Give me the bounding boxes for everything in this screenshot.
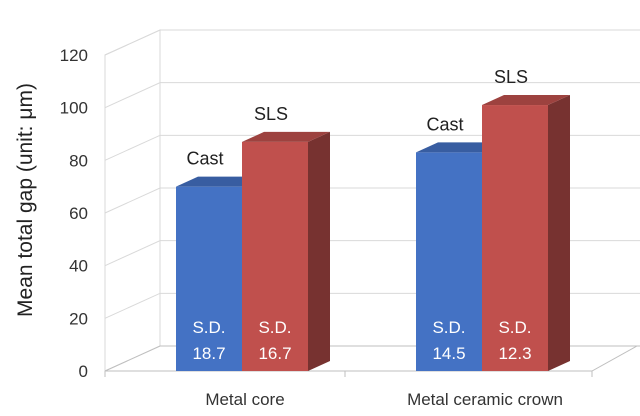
bar-front [416, 152, 482, 371]
y-tick-label: 80 [69, 151, 88, 170]
sd-label: 18.7 [192, 344, 225, 363]
y-axis-label: Mean total gap (unit: μm) [14, 83, 37, 317]
y-tick-label: 40 [69, 257, 88, 276]
y-axis-ticks: 0 20 40 60 80 100 120 [60, 46, 88, 381]
bar-front [482, 105, 548, 372]
x-category-label: Metal core [205, 390, 284, 409]
gridline [104, 134, 640, 161]
series-label: Cast [186, 149, 223, 169]
bars [176, 95, 570, 372]
y-tick-label: 0 [79, 362, 88, 381]
bar-top [482, 95, 570, 106]
series-label: SLS [494, 67, 528, 87]
bar-side [548, 95, 570, 372]
bar-labels: Cast S.D. 18.7 SLS S.D. 16.7 Cast S.D. 14.5 SLS S.… [186, 67, 531, 363]
y-tick-label: 20 [69, 309, 88, 328]
bar-front [176, 186, 242, 371]
x-axis-ticks: Metal core Metal ceramic crown [205, 390, 563, 409]
bar-front [242, 141, 308, 371]
gridline [104, 29, 640, 56]
sd-label: 16.7 [258, 344, 291, 363]
y-tick-label: 100 [60, 99, 88, 118]
y-tick-label: 120 [60, 46, 88, 65]
sd-label: S.D. [258, 318, 291, 337]
series-label: SLS [254, 104, 288, 124]
sd-label: S.D. [498, 318, 531, 337]
bar-side [308, 131, 330, 371]
gridline [104, 82, 640, 109]
x-category-label: Metal ceramic crown [407, 390, 563, 409]
series-label: Cast [426, 114, 463, 134]
sd-label: S.D. [192, 318, 225, 337]
sd-label: 14.5 [432, 344, 465, 363]
bar-top [242, 131, 330, 142]
gridlines [104, 29, 640, 372]
sd-label: 12.3 [498, 344, 531, 363]
sd-label: S.D. [432, 318, 465, 337]
y-tick-label: 60 [69, 204, 88, 223]
